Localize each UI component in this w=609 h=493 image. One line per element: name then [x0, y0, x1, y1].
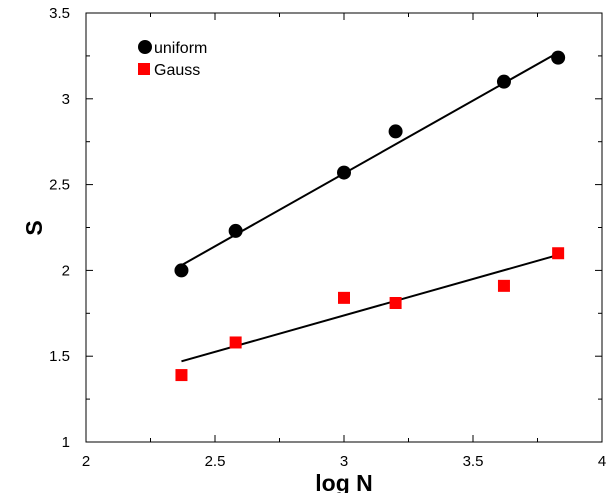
x-tick-label: 3 [340, 453, 348, 470]
x-tick-label: 2.5 [205, 453, 226, 470]
x-tick-label: 2 [82, 453, 90, 470]
y-tick-label: 3.5 [49, 5, 70, 22]
y-tick-label: 3 [62, 91, 70, 108]
point-gauss [338, 291, 350, 304]
fit-line-uniform [180, 51, 559, 267]
legend-label-uniform: uniform [154, 40, 207, 57]
point-gauss [389, 297, 402, 310]
y-tick-label: 1 [62, 434, 70, 451]
point-gauss [229, 336, 242, 349]
x-tick-label: 3.5 [463, 453, 484, 470]
legend-label-gauss: Gauss [154, 62, 200, 79]
y-tick-label: 2 [62, 262, 70, 279]
point-uniform [388, 124, 403, 139]
y-tick-label: 1.5 [49, 348, 70, 365]
legend: uniform Gauss [138, 40, 207, 79]
point-uniform [174, 263, 189, 278]
point-gauss [497, 279, 510, 292]
legend-marker-uniform [138, 40, 152, 54]
x-tick-label: 4 [598, 453, 606, 470]
legend-marker-gauss [138, 63, 150, 75]
point-uniform [496, 74, 511, 89]
axis-ticks [85, 12, 603, 443]
point-uniform [551, 50, 566, 65]
point-uniform [228, 223, 243, 238]
fit-lines [180, 51, 559, 363]
x-axis-title: log N [315, 470, 373, 493]
data-points [174, 50, 566, 382]
axis-tick-labels: 2 2.5 3 3.5 4 1 1.5 2 2.5 3 3.5 [49, 5, 606, 470]
point-uniform [337, 165, 351, 180]
fit-line-gauss [181, 253, 559, 363]
point-gauss [175, 369, 188, 382]
point-gauss [552, 247, 565, 260]
y-tick-label: 2.5 [49, 177, 70, 194]
y-axis-title: S [21, 220, 47, 235]
